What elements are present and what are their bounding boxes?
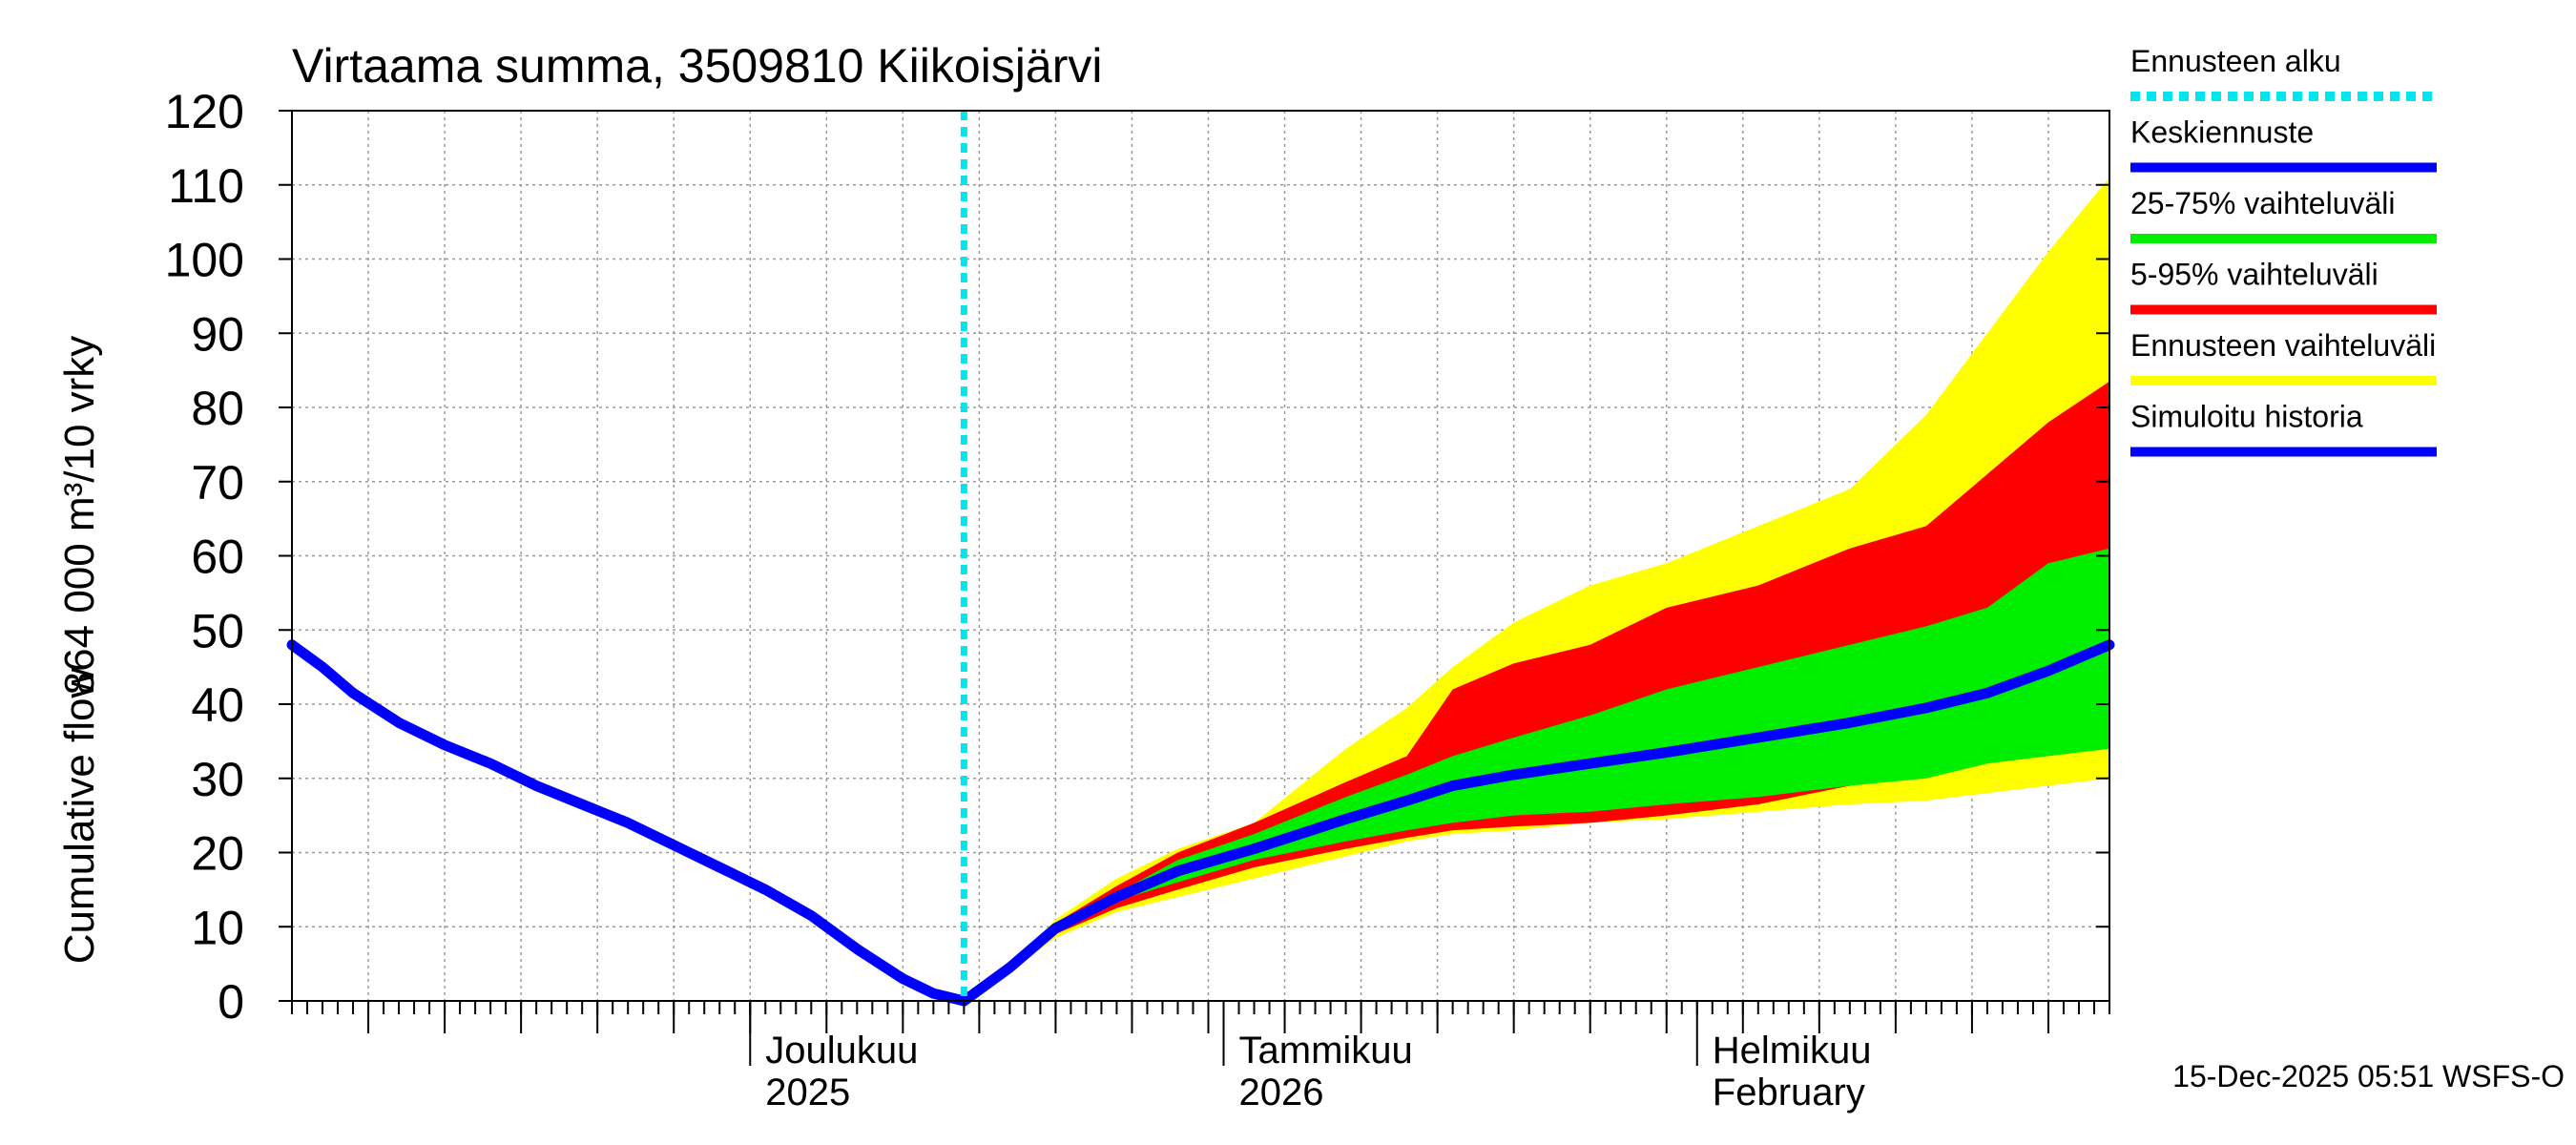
y-tick-label: 0: [218, 975, 244, 1029]
flow-lines: [286, 111, 2115, 1007]
y-axis-label-english: Cumulative flow: [56, 668, 103, 965]
legend-label: Ennusteen vaihteluväli: [2130, 328, 2436, 363]
y-tick-label: 60: [191, 531, 244, 584]
timestamp-label: 15-Dec-2025 05:51 WSFS-O: [2172, 1059, 2565, 1093]
legend: Ennusteen alku Keskiennuste 25-75% vaihtel…: [2130, 44, 2437, 457]
y-tick-label: 80: [191, 382, 244, 435]
mean-forecast-line: [958, 639, 2115, 1007]
y-tick-label: 70: [191, 456, 244, 510]
chart-title: Virtaama summa, 3509810 Kiikoisjärvi: [292, 39, 1102, 93]
y-tick-label: 120: [165, 85, 244, 138]
x-year-label: February: [1713, 1072, 1865, 1114]
legend-label: Keskiennuste: [2130, 115, 2314, 150]
axes: 0 10 20 30 40 50 60 70 80 90 100 110 120 Joulukuu2025…: [165, 85, 2110, 1114]
x-month-label: Tammikuu: [1239, 1030, 1413, 1072]
y-tick-label: 30: [191, 753, 244, 806]
y-tick-label: 110: [168, 159, 244, 213]
x-year-label: 2026: [1239, 1072, 1324, 1114]
legend-label: 25-75% vaihteluväli: [2130, 186, 2396, 220]
y-tick-label: 50: [191, 604, 244, 657]
y-tick-label: 20: [191, 827, 244, 881]
forecast-range-band: [964, 177, 2109, 1001]
legend-label: Simuloitu historia: [2130, 400, 2363, 434]
y-tick-label: 90: [191, 307, 244, 361]
legend-label: 5-95% vaihteluväli: [2130, 258, 2379, 292]
y-tick-label: 100: [165, 234, 244, 287]
y-tick-label: 10: [191, 901, 244, 954]
x-month-label: Helmikuu: [1713, 1030, 1872, 1072]
y-tick-label: 40: [191, 678, 244, 732]
legend-label: Ennusteen alku: [2130, 44, 2341, 78]
x-year-label: 2025: [765, 1072, 850, 1114]
y-axis-label-finnish: 864 000 m³/10 vrky: [56, 336, 103, 696]
simulated-history-line: [286, 639, 969, 1007]
x-month-label: Joulukuu: [765, 1030, 918, 1072]
